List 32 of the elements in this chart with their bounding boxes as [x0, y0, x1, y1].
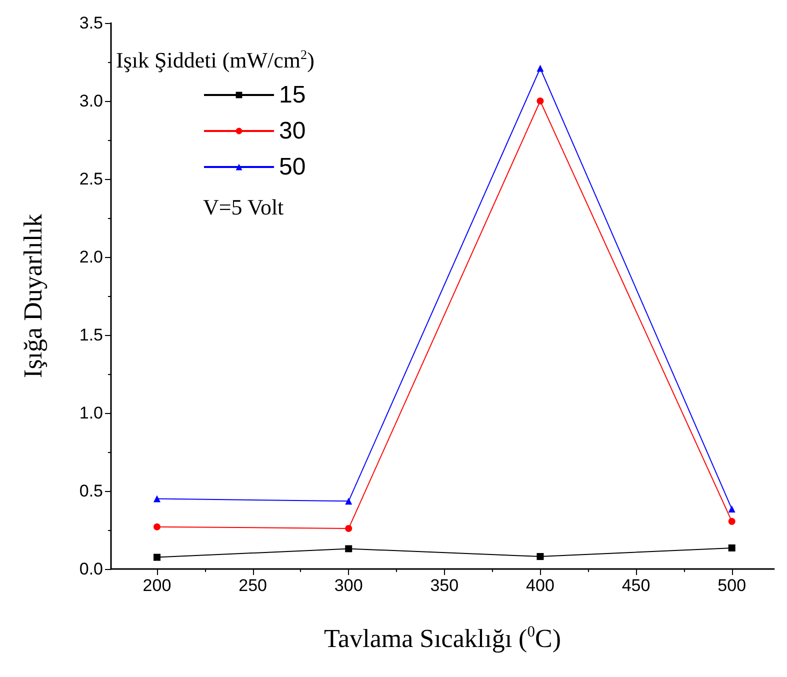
legend-label: 15: [279, 82, 306, 108]
y-tick-label: 2.0: [79, 248, 103, 266]
point: [728, 518, 736, 525]
y-tick-label: 3.5: [79, 14, 103, 32]
y-tick-label: 1.0: [79, 404, 103, 422]
annotation: V=5 Volt: [203, 194, 284, 220]
legend-label: 30: [279, 118, 306, 144]
y-tick-label: 0.5: [79, 482, 103, 500]
point: [345, 498, 352, 505]
point: [153, 523, 160, 530]
x-tick-label: 250: [238, 576, 267, 595]
point: [728, 544, 736, 552]
x-tick-label: 500: [718, 576, 746, 595]
point: [536, 553, 544, 560]
legend-label: 50: [279, 154, 306, 180]
y-tick-label: 1.5: [79, 326, 103, 344]
x-tick-label: 200: [142, 576, 172, 595]
point: [536, 98, 544, 104]
x-tick-label: 350: [430, 576, 459, 595]
x-tick-label: 400: [526, 576, 554, 595]
x-tick-label: 300: [334, 576, 363, 595]
point: [345, 545, 352, 552]
point: [536, 64, 544, 72]
point: [345, 524, 352, 532]
point: [153, 554, 160, 561]
point: [153, 495, 160, 502]
y-tick-label: 0.0: [79, 560, 103, 578]
y-axis-title: Işığa Duyarlılık: [18, 214, 48, 378]
point: [728, 505, 736, 512]
x-tick-label: 450: [622, 576, 650, 595]
y-tick-label: 2.5: [79, 170, 103, 188]
y-tick-label: 3.0: [79, 92, 103, 110]
